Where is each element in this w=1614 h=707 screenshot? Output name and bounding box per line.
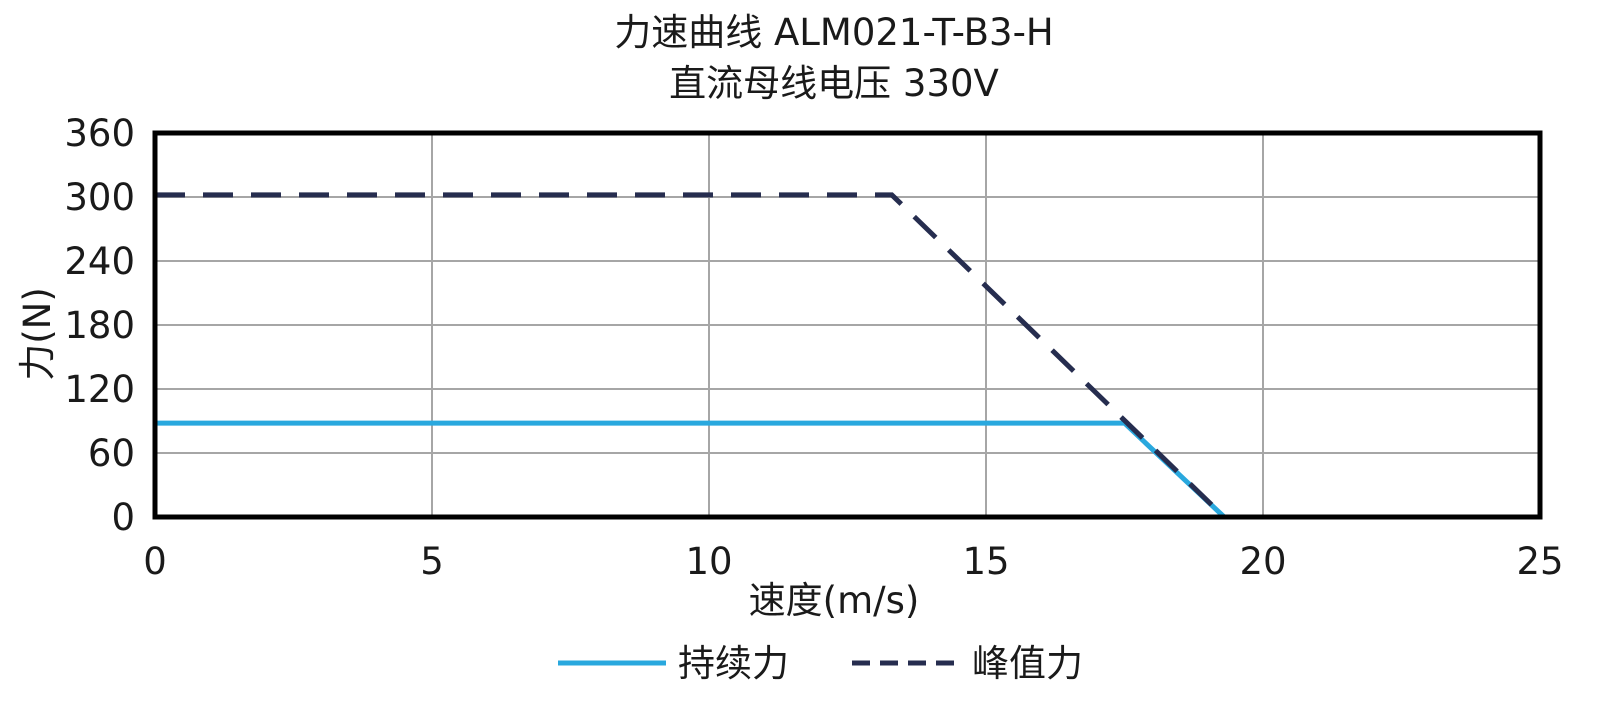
y-tick-labels: 0 60 120 180 240 300 360	[64, 112, 135, 539]
x-tick-label-3: 15	[962, 540, 1009, 583]
y-tick-label-4: 240	[64, 240, 135, 283]
y-tick-label-6: 360	[64, 112, 135, 155]
y-tick-label-2: 120	[64, 368, 135, 411]
y-tick-label-0: 0	[111, 496, 135, 539]
legend-label-0: 持续力	[678, 642, 789, 685]
x-tick-labels: 0 5 10 15 20 25	[143, 540, 1563, 583]
grid-lines	[154, 132, 1541, 518]
x-tick-label-4: 20	[1239, 540, 1286, 583]
legend: 持续力 峰值力	[558, 642, 1083, 685]
series-lines	[155, 192, 1226, 519]
x-tick-label-0: 0	[143, 540, 167, 583]
y-axis-label: 力(N)	[16, 287, 59, 381]
x-axis-label: 速度(m/s)	[749, 579, 920, 622]
series-line-0	[155, 420, 1226, 519]
y-tick-label-1: 60	[88, 432, 135, 475]
x-tick-label-5: 25	[1516, 540, 1563, 583]
series-line-1	[155, 192, 1226, 519]
x-tick-label-1: 5	[420, 540, 444, 583]
y-tick-label-5: 300	[64, 176, 135, 219]
chart-subtitle: 直流母线电压 330V	[669, 62, 999, 105]
legend-label-1: 峰值力	[972, 642, 1083, 685]
x-tick-label-2: 10	[685, 540, 732, 583]
y-tick-label-3: 180	[64, 304, 135, 347]
chart-title: 力速曲线 ALM021-T-B3-H	[614, 11, 1054, 54]
plot-frame	[152, 130, 1543, 520]
